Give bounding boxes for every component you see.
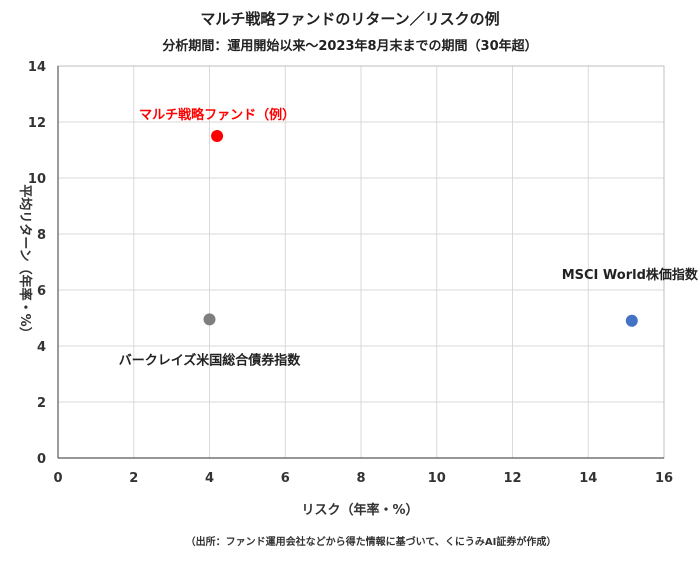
- x-tick-label: 16: [655, 471, 673, 486]
- chart-subtitle: 分析期間：運用開始以来～2023年8月末までの期間（30年超）: [162, 38, 537, 54]
- x-tick-label: 2: [129, 471, 138, 486]
- x-tick-label: 8: [356, 471, 365, 486]
- x-tick-label: 12: [503, 471, 521, 486]
- data-labels: マルチ戦略ファンド（例） バークレイズ米国総合債券指数 MSCI World株価指数: [119, 107, 699, 368]
- data-label: マルチ戦略ファンド（例）: [139, 107, 295, 123]
- y-tick-label: 14: [28, 60, 46, 75]
- y-tick-label: 6: [37, 284, 46, 299]
- x-axis-ticks: 0 2 4 6 8 10 12 14 16: [53, 471, 673, 486]
- y-tick-label: 2: [37, 396, 46, 411]
- x-axis-label: リスク（年率・%）: [301, 502, 418, 518]
- x-tick-label: 0: [53, 471, 62, 486]
- x-tick-label: 10: [428, 471, 446, 486]
- data-point: [203, 313, 216, 326]
- y-axis-label: 平均リターン（年率・%）: [17, 184, 33, 339]
- y-tick-label: 10: [28, 172, 46, 187]
- x-tick-label: 14: [579, 471, 597, 486]
- x-tick-label: 4: [205, 471, 214, 486]
- y-tick-label: 0: [37, 452, 46, 467]
- data-label: MSCI World株価指数: [562, 267, 699, 283]
- chart-title: マルチ戦略ファンドのリターン／リスクの例: [200, 10, 499, 28]
- y-tick-label: 8: [37, 228, 46, 243]
- data-point: [625, 314, 638, 327]
- data-points: [203, 130, 638, 327]
- grid: [57, 65, 665, 459]
- data-point: [211, 130, 224, 142]
- y-axis-ticks: 0 2 4 6 8 10 12 14: [28, 60, 46, 467]
- x-tick-label: 6: [281, 471, 290, 486]
- data-label: バークレイズ米国総合債券指数: [119, 352, 302, 368]
- y-tick-label: 4: [37, 340, 46, 355]
- y-tick-label: 12: [28, 116, 46, 131]
- source-note: （出所：ファンド運用会社などから得た情報に基づいて、くにうみAI証券が作成）: [186, 535, 557, 548]
